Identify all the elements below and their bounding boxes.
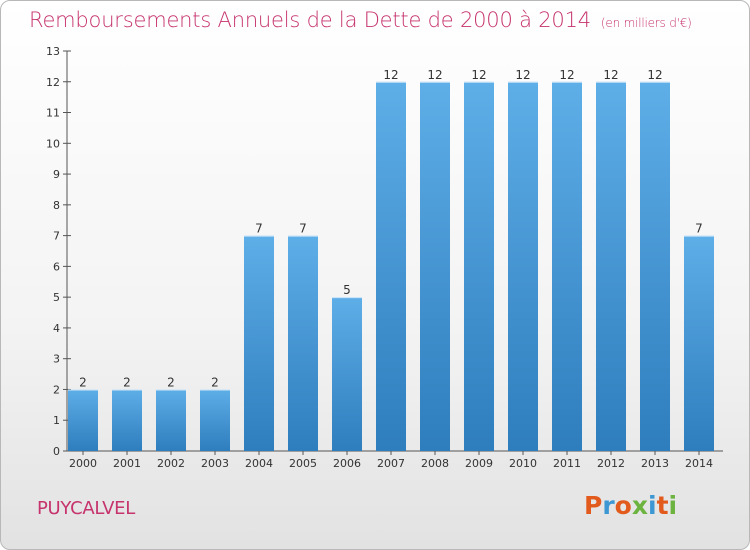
bar-value-label: 7 xyxy=(299,222,307,236)
y-tick-label: 6 xyxy=(53,260,60,273)
bar-value-label: 12 xyxy=(515,68,530,82)
bar xyxy=(376,81,406,452)
bar xyxy=(420,81,450,452)
y-tick-label: 2 xyxy=(53,383,60,396)
town-name: PUYCALVEL xyxy=(37,498,135,519)
logo-letter: i xyxy=(668,491,678,520)
bar xyxy=(112,389,142,451)
x-tick-label: 2010 xyxy=(509,457,537,470)
bar xyxy=(464,81,494,452)
logo-letter: i xyxy=(648,491,657,520)
logo-letter: r xyxy=(602,491,615,520)
y-tick-label: 4 xyxy=(53,322,60,335)
y-tick-label: 5 xyxy=(53,291,60,304)
bar-value-label: 2 xyxy=(79,375,87,389)
x-tick-label: 2012 xyxy=(597,457,625,470)
bar xyxy=(68,389,98,451)
x-tick-label: 2009 xyxy=(465,457,493,470)
bar xyxy=(596,81,626,452)
bar-value-label: 7 xyxy=(695,222,703,236)
title-text: Remboursements Annuels de la Dette de 20… xyxy=(29,8,591,32)
x-tick-label: 2004 xyxy=(245,457,273,470)
bar xyxy=(200,389,230,451)
y-tick-label: 0 xyxy=(53,445,60,458)
bar xyxy=(640,81,670,452)
bar xyxy=(332,297,362,451)
y-tick-label: 8 xyxy=(53,199,60,212)
bar xyxy=(244,235,274,451)
y-tick-label: 12 xyxy=(46,76,60,89)
bar-value-label: 12 xyxy=(603,68,618,82)
bar-value-label: 2 xyxy=(123,375,131,389)
bar-value-label: 5 xyxy=(343,283,351,297)
x-tick-label: 2001 xyxy=(113,457,141,470)
title-unit: (en milliers d'€) xyxy=(600,16,692,30)
x-tick-label: 2000 xyxy=(69,457,97,470)
x-tick-label: 2006 xyxy=(333,457,361,470)
x-tick-label: 2005 xyxy=(289,457,317,470)
bar-value-label: 7 xyxy=(255,222,263,236)
x-tick-label: 2003 xyxy=(201,457,229,470)
bar-value-label: 12 xyxy=(471,68,486,82)
y-tick-label: 9 xyxy=(53,168,60,181)
y-tick-label: 11 xyxy=(46,107,60,120)
y-tick-label: 13 xyxy=(46,45,60,58)
bar-value-label: 12 xyxy=(647,68,662,82)
x-tick-label: 2013 xyxy=(641,457,669,470)
x-tick-label: 2011 xyxy=(553,457,581,470)
bar xyxy=(156,389,186,451)
y-tick-label: 1 xyxy=(53,414,60,427)
bar-value-label: 12 xyxy=(383,68,398,82)
logo-letter: o xyxy=(614,491,632,520)
bar-value-label: 2 xyxy=(167,375,175,389)
logo-letter: x xyxy=(631,491,648,520)
x-tick-label: 2002 xyxy=(157,457,185,470)
y-tick-label: 10 xyxy=(46,137,60,150)
logo-letter: P xyxy=(584,491,603,520)
x-tick-label: 2014 xyxy=(685,457,713,470)
chart-title: Remboursements Annuels de la Dette de 20… xyxy=(29,8,692,32)
proxiti-logo: Proxiti xyxy=(584,491,677,520)
chart-bars: 2 2 2 2 7 7 5 12 12 12 12 12 12 12 7 xyxy=(68,68,714,452)
bar xyxy=(552,81,582,452)
bar-value-label: 12 xyxy=(559,68,574,82)
x-tick-label: 2007 xyxy=(377,457,405,470)
bar-value-label: 12 xyxy=(427,68,442,82)
y-tick-label: 3 xyxy=(53,353,60,366)
y-tick-label: 7 xyxy=(53,230,60,243)
bar xyxy=(508,81,538,452)
bar-value-label: 2 xyxy=(211,375,219,389)
bar xyxy=(684,235,714,451)
x-tick-label: 2008 xyxy=(421,457,449,470)
bar xyxy=(288,235,318,451)
logo-letter: t xyxy=(656,491,669,520)
